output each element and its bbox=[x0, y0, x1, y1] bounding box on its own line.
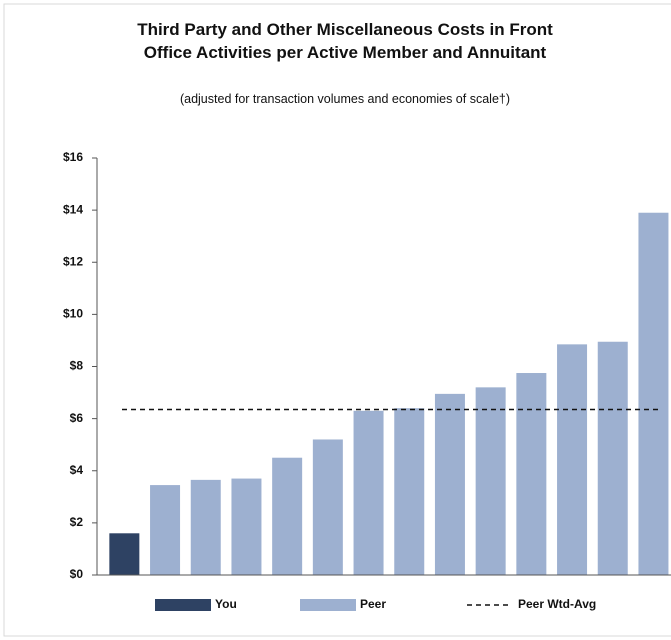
y-tick-label: $2 bbox=[70, 515, 84, 529]
bar bbox=[516, 373, 547, 575]
chart-title: Third Party and Other Miscellaneous Cost… bbox=[137, 20, 553, 62]
legend-swatch bbox=[155, 599, 211, 611]
y-tick-label: $0 bbox=[70, 567, 84, 581]
legend-label: You bbox=[215, 597, 237, 611]
y-tick-label: $10 bbox=[63, 307, 83, 321]
y-tick-label: $4 bbox=[70, 463, 84, 477]
bar bbox=[475, 387, 506, 575]
bar bbox=[150, 485, 181, 575]
bar bbox=[597, 341, 628, 575]
bar bbox=[272, 457, 303, 575]
bar bbox=[557, 344, 588, 575]
legend-label: Peer Wtd-Avg bbox=[518, 597, 596, 611]
bar bbox=[434, 393, 465, 575]
bar bbox=[312, 439, 343, 575]
bar bbox=[394, 408, 425, 575]
chart-subtitle: (adjusted for transaction volumes and ec… bbox=[179, 92, 511, 106]
bar bbox=[638, 212, 669, 575]
y-tick-label: $14 bbox=[63, 202, 83, 216]
y-tick-label: $6 bbox=[70, 411, 84, 425]
bar bbox=[109, 533, 140, 575]
y-tick-label: $12 bbox=[63, 254, 83, 268]
y-tick-label: $8 bbox=[70, 359, 84, 373]
chart-border bbox=[3, 3, 671, 637]
legend-label: Peer bbox=[360, 597, 386, 611]
y-tick-label: $16 bbox=[63, 150, 83, 164]
bar bbox=[231, 478, 262, 575]
bar bbox=[190, 479, 221, 575]
bar bbox=[353, 410, 384, 575]
legend-swatch bbox=[300, 599, 356, 611]
